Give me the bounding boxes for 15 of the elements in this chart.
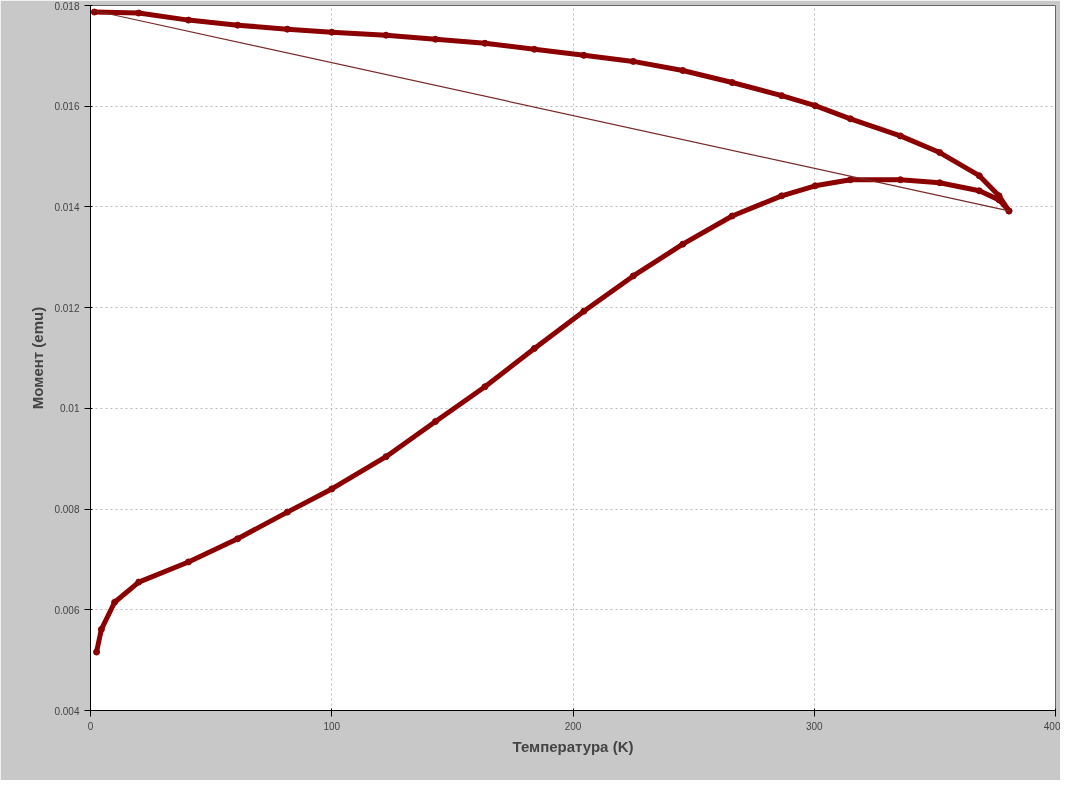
y-tick-label: 0.004 xyxy=(54,705,80,717)
y-tick-label: 0.012 xyxy=(54,302,80,314)
y-tick-label: 0.008 xyxy=(54,504,80,516)
x-tick-label: 100 xyxy=(323,720,341,732)
x-tick-label: 400 xyxy=(1043,720,1061,732)
x-axis-title: Температура (K) xyxy=(512,737,634,755)
x-tick-label: 200 xyxy=(564,720,582,732)
y-tick-label: 0.018 xyxy=(54,0,80,12)
y-tick-label: 0.016 xyxy=(54,101,80,113)
y-tick-label: 0.006 xyxy=(54,604,80,616)
y-axis-title: Момент (emu) xyxy=(29,306,47,410)
y-tick-label: 0.014 xyxy=(54,201,80,213)
y-tick-label: 0.01 xyxy=(60,403,80,415)
x-tick-label: 0 xyxy=(87,720,94,732)
x-tick-label: 300 xyxy=(805,720,824,732)
